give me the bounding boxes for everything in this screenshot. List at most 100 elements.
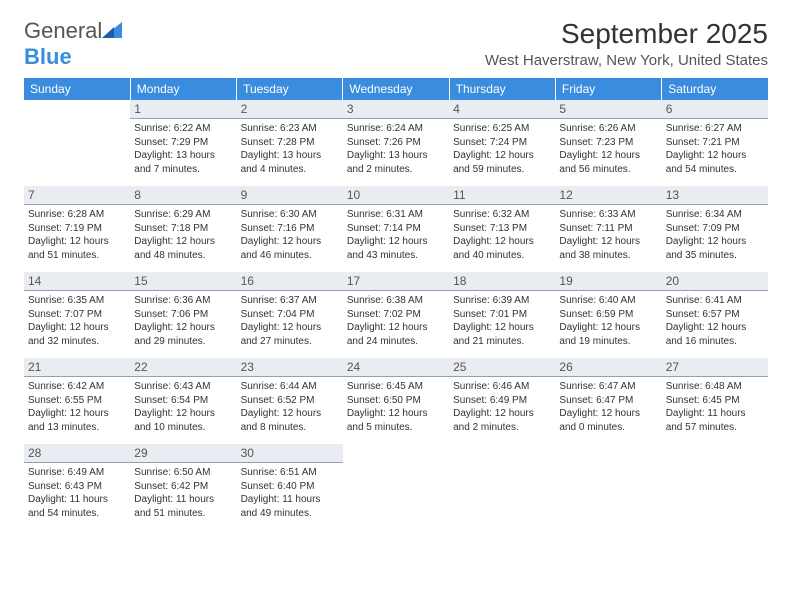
daylight-text: Daylight: 12 hours and 0 minutes. xyxy=(559,407,657,434)
day-details: Sunrise: 6:27 AMSunset: 7:21 PMDaylight:… xyxy=(666,122,764,176)
daylight-text: Daylight: 12 hours and 2 minutes. xyxy=(453,407,551,434)
day-number: 21 xyxy=(24,358,130,377)
calendar-day-cell: 24Sunrise: 6:45 AMSunset: 6:50 PMDayligh… xyxy=(343,358,449,444)
sunrise-text: Sunrise: 6:44 AM xyxy=(241,380,339,394)
daylight-text: Daylight: 12 hours and 40 minutes. xyxy=(453,235,551,262)
sunrise-text: Sunrise: 6:38 AM xyxy=(347,294,445,308)
sunrise-text: Sunrise: 6:27 AM xyxy=(666,122,764,136)
daylight-text: Daylight: 12 hours and 29 minutes. xyxy=(134,321,232,348)
sunrise-text: Sunrise: 6:35 AM xyxy=(28,294,126,308)
daylight-text: Daylight: 12 hours and 51 minutes. xyxy=(28,235,126,262)
day-number: 8 xyxy=(130,186,236,205)
day-number: 25 xyxy=(449,358,555,377)
calendar-day-cell: 28Sunrise: 6:49 AMSunset: 6:43 PMDayligh… xyxy=(24,444,130,530)
sunrise-text: Sunrise: 6:42 AM xyxy=(28,380,126,394)
day-number: 27 xyxy=(662,358,768,377)
sunrise-text: Sunrise: 6:41 AM xyxy=(666,294,764,308)
sail-icon xyxy=(102,18,122,44)
sunset-text: Sunset: 7:29 PM xyxy=(134,136,232,150)
day-details: Sunrise: 6:47 AMSunset: 6:47 PMDaylight:… xyxy=(559,380,657,434)
sunset-text: Sunset: 6:43 PM xyxy=(28,480,126,494)
day-number: 11 xyxy=(449,186,555,205)
weekday-header-row: SundayMondayTuesdayWednesdayThursdayFrid… xyxy=(24,78,768,100)
day-details: Sunrise: 6:37 AMSunset: 7:04 PMDaylight:… xyxy=(241,294,339,348)
calendar-day-cell: 20 Sunrise: 6:41 AMSunset: 6:57 PMDayligh… xyxy=(662,272,768,358)
weekday-header: Wednesday xyxy=(343,78,449,100)
day-number: 26 xyxy=(555,358,661,377)
day-details: Sunrise: 6:45 AMSunset: 6:50 PMDaylight:… xyxy=(347,380,445,434)
sunset-text: Sunset: 6:59 PM xyxy=(559,308,657,322)
sunset-text: Sunset: 7:13 PM xyxy=(453,222,551,236)
sunrise-text: Sunrise: 6:30 AM xyxy=(241,208,339,222)
calendar-day-cell: 19 Sunrise: 6:40 AMSunset: 6:59 PMDayligh… xyxy=(555,272,661,358)
day-details: Sunrise: 6:25 AMSunset: 7:24 PMDaylight:… xyxy=(453,122,551,176)
sunset-text: Sunset: 6:49 PM xyxy=(453,394,551,408)
logo-text-b: Blue xyxy=(24,44,72,69)
calendar-day-cell: 16 Sunrise: 6:37 AMSunset: 7:04 PMDayligh… xyxy=(237,272,343,358)
page-title: September 2025 xyxy=(485,18,768,50)
sunrise-text: Sunrise: 6:28 AM xyxy=(28,208,126,222)
day-number: 14 xyxy=(24,272,130,291)
day-number: 13 xyxy=(662,186,768,205)
sunset-text: Sunset: 6:54 PM xyxy=(134,394,232,408)
day-details: Sunrise: 6:44 AMSunset: 6:52 PMDaylight:… xyxy=(241,380,339,434)
sunset-text: Sunset: 7:14 PM xyxy=(347,222,445,236)
daylight-text: Daylight: 12 hours and 43 minutes. xyxy=(347,235,445,262)
daylight-text: Daylight: 12 hours and 8 minutes. xyxy=(241,407,339,434)
calendar-day-cell xyxy=(343,444,449,530)
day-number: 18 xyxy=(449,272,555,291)
day-details: Sunrise: 6:31 AMSunset: 7:14 PMDaylight:… xyxy=(347,208,445,262)
sunset-text: Sunset: 6:57 PM xyxy=(666,308,764,322)
calendar-day-cell: 25 Sunrise: 6:46 AMSunset: 6:49 PMDayligh… xyxy=(449,358,555,444)
sunrise-text: Sunrise: 6:33 AM xyxy=(559,208,657,222)
calendar-day-cell xyxy=(24,100,130,186)
sunrise-text: Sunrise: 6:26 AM xyxy=(559,122,657,136)
calendar-day-cell: 21Sunrise: 6:42 AMSunset: 6:55 PMDayligh… xyxy=(24,358,130,444)
day-details: Sunrise: 6:33 AMSunset: 7:11 PMDaylight:… xyxy=(559,208,657,262)
calendar-day-cell: 7Sunrise: 6:28 AMSunset: 7:19 PMDaylight… xyxy=(24,186,130,272)
weekday-header: Friday xyxy=(555,78,661,100)
calendar-day-cell: 6 Sunrise: 6:27 AMSunset: 7:21 PMDaylight… xyxy=(662,100,768,186)
day-details: Sunrise: 6:46 AMSunset: 6:49 PMDaylight:… xyxy=(453,380,551,434)
daylight-text: Daylight: 12 hours and 21 minutes. xyxy=(453,321,551,348)
daylight-text: Daylight: 12 hours and 54 minutes. xyxy=(666,149,764,176)
daylight-text: Daylight: 11 hours and 51 minutes. xyxy=(134,493,232,520)
calendar-week-row: 21Sunrise: 6:42 AMSunset: 6:55 PMDayligh… xyxy=(24,358,768,444)
daylight-text: Daylight: 12 hours and 16 minutes. xyxy=(666,321,764,348)
day-details: Sunrise: 6:40 AMSunset: 6:59 PMDaylight:… xyxy=(559,294,657,348)
sunset-text: Sunset: 6:40 PM xyxy=(241,480,339,494)
daylight-text: Daylight: 12 hours and 35 minutes. xyxy=(666,235,764,262)
day-number: 30 xyxy=(237,444,343,463)
sunset-text: Sunset: 7:11 PM xyxy=(559,222,657,236)
day-number: 16 xyxy=(237,272,343,291)
sunrise-text: Sunrise: 6:32 AM xyxy=(453,208,551,222)
sunset-text: Sunset: 7:28 PM xyxy=(241,136,339,150)
sunrise-text: Sunrise: 6:31 AM xyxy=(347,208,445,222)
daylight-text: Daylight: 12 hours and 10 minutes. xyxy=(134,407,232,434)
calendar-day-cell: 27 Sunrise: 6:48 AMSunset: 6:45 PMDayligh… xyxy=(662,358,768,444)
day-details: Sunrise: 6:48 AMSunset: 6:45 PMDaylight:… xyxy=(666,380,764,434)
sunrise-text: Sunrise: 6:22 AM xyxy=(134,122,232,136)
calendar-day-cell: 26 Sunrise: 6:47 AMSunset: 6:47 PMDayligh… xyxy=(555,358,661,444)
calendar-day-cell xyxy=(662,444,768,530)
sunset-text: Sunset: 6:52 PM xyxy=(241,394,339,408)
day-number: 6 xyxy=(662,100,768,119)
sunset-text: Sunset: 6:45 PM xyxy=(666,394,764,408)
day-number: 20 xyxy=(662,272,768,291)
calendar-day-cell: 15Sunrise: 6:36 AMSunset: 7:06 PMDayligh… xyxy=(130,272,236,358)
daylight-text: Daylight: 11 hours and 57 minutes. xyxy=(666,407,764,434)
day-number: 4 xyxy=(449,100,555,119)
sunset-text: Sunset: 7:21 PM xyxy=(666,136,764,150)
calendar-day-cell: 14Sunrise: 6:35 AMSunset: 7:07 PMDayligh… xyxy=(24,272,130,358)
day-number: 19 xyxy=(555,272,661,291)
daylight-text: Daylight: 12 hours and 38 minutes. xyxy=(559,235,657,262)
day-number: 29 xyxy=(130,444,236,463)
day-details: Sunrise: 6:22 AMSunset: 7:29 PMDaylight:… xyxy=(134,122,232,176)
calendar-week-row: 1Sunrise: 6:22 AMSunset: 7:29 PMDaylight… xyxy=(24,100,768,186)
sunrise-text: Sunrise: 6:46 AM xyxy=(453,380,551,394)
sunrise-text: Sunrise: 6:40 AM xyxy=(559,294,657,308)
sunrise-text: Sunrise: 6:51 AM xyxy=(241,466,339,480)
calendar-day-cell: 12Sunrise: 6:33 AMSunset: 7:11 PMDayligh… xyxy=(555,186,661,272)
calendar-day-cell: 13Sunrise: 6:34 AMSunset: 7:09 PMDayligh… xyxy=(662,186,768,272)
calendar-day-cell: 8Sunrise: 6:29 AMSunset: 7:18 PMDaylight… xyxy=(130,186,236,272)
